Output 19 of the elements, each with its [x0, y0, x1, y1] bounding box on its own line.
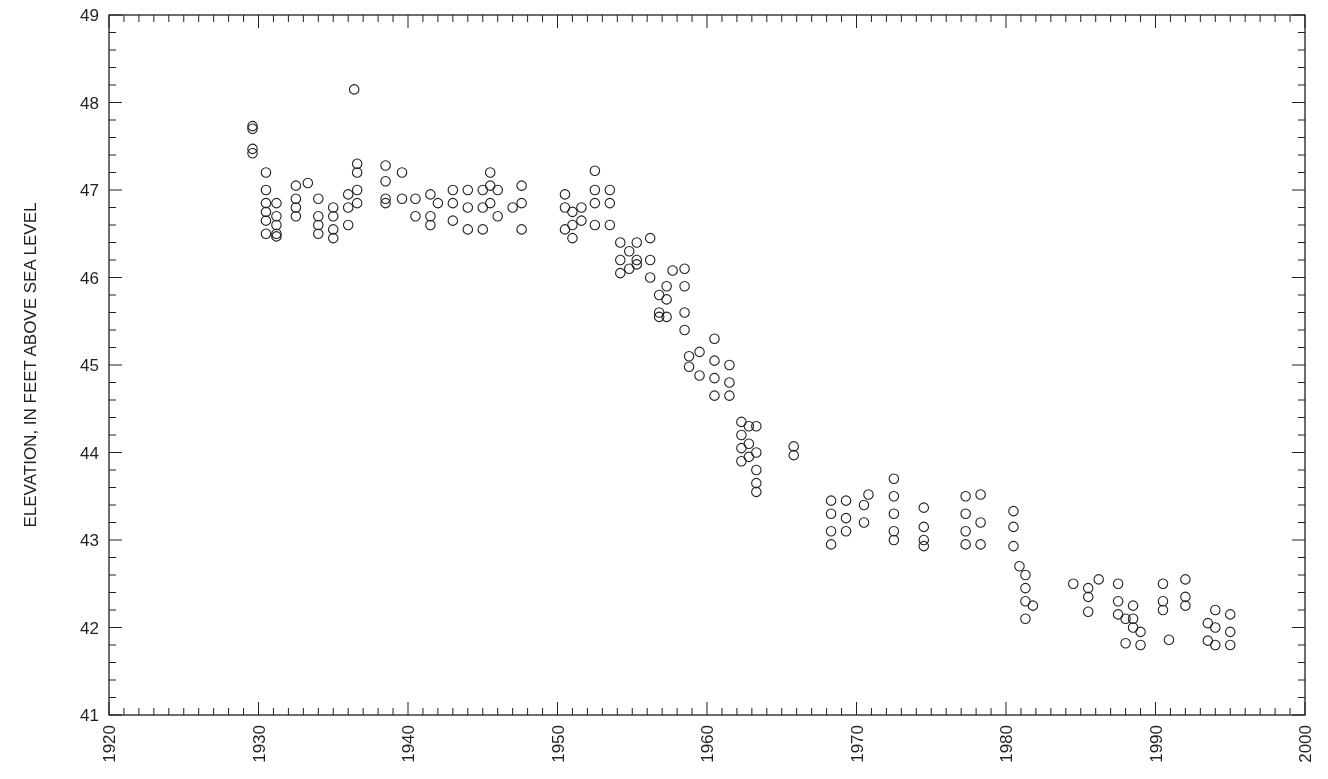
y-tick-label: 49 [80, 6, 99, 25]
y-tick-label: 44 [80, 443, 99, 463]
x-tick-label: 1990 [1146, 725, 1166, 763]
y-axis-title: ELEVATION, IN FEET ABOVE SEA LEVEL [21, 202, 40, 528]
x-tick-label: 1970 [847, 725, 867, 763]
x-tick-label: 1940 [399, 725, 418, 763]
y-tick-label: 48 [80, 93, 99, 113]
y-tick-label: 46 [80, 268, 99, 288]
x-tick-label: 2000 [1296, 725, 1315, 763]
y-tick-label: 43 [80, 531, 99, 550]
y-tick-label: 47 [80, 181, 99, 200]
y-tick-label: 45 [80, 356, 99, 375]
x-tick-label: 1930 [249, 725, 269, 763]
y-tick-label: 41 [80, 706, 99, 725]
y-tick-label: 42 [80, 618, 99, 638]
x-tick-label: 1980 [997, 725, 1016, 763]
x-tick-label: 1960 [698, 725, 717, 763]
x-tick-label: 1950 [548, 725, 568, 763]
x-tick-label: 1920 [100, 725, 119, 763]
